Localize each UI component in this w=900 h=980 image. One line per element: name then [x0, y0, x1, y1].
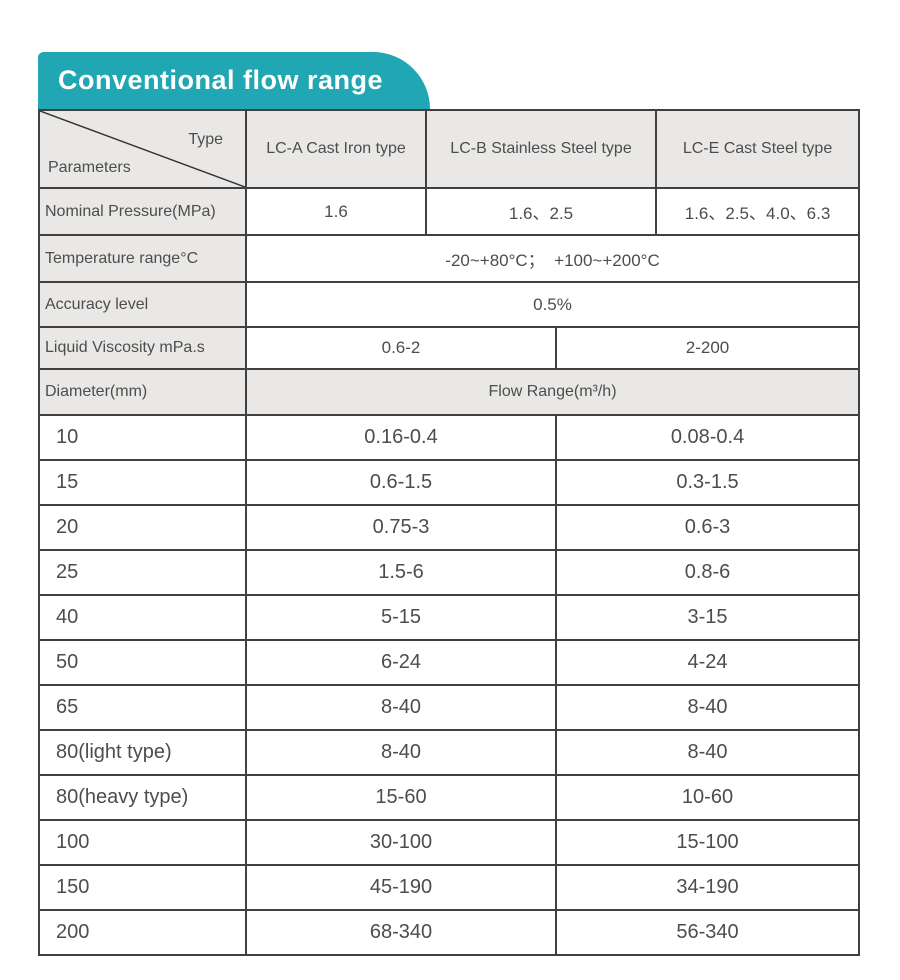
diameter-value: 10	[38, 414, 247, 461]
table-row: 20 0.75-3 0.6-3	[38, 504, 861, 551]
diameter-value: 200	[38, 909, 247, 956]
flow-range-low-viscosity: 68-340	[245, 909, 557, 956]
flow-range-high-viscosity: 34-190	[554, 864, 861, 911]
flow-range-high-viscosity: 0.08-0.4	[554, 414, 861, 461]
corner-cell: Type Parameters	[38, 109, 247, 189]
table-row: 150 45-190 34-190	[38, 864, 861, 911]
column-header-lca: LC-A Cast Iron type	[245, 109, 427, 189]
diameter-value: 150	[38, 864, 247, 911]
diameter-value: 20	[38, 504, 247, 551]
flow-range-low-viscosity: 0.75-3	[245, 504, 557, 551]
flow-range-high-viscosity: 56-340	[554, 909, 861, 956]
temperature-value: -20~+80°C； +100~+200°C	[244, 234, 861, 283]
param-label-diameter: Diameter(mm)	[38, 368, 247, 416]
nominal-pressure-lcb: 1.6、2.5	[424, 187, 658, 236]
param-label-temperature: Temperature range°C	[38, 234, 247, 283]
flow-range-table: Type Parameters LC-A Cast Iron type LC-B…	[38, 109, 861, 956]
table-row: 50 6-24 4-24	[38, 639, 861, 686]
section-title: Conventional flow range	[58, 65, 384, 95]
table-row: 100 30-100 15-100	[38, 819, 861, 866]
section-title-banner: Conventional flow range	[38, 52, 430, 109]
flow-range-low-viscosity: 30-100	[245, 819, 557, 866]
flow-range-high-viscosity: 0.6-3	[554, 504, 861, 551]
flow-range-low-viscosity: 0.16-0.4	[245, 414, 557, 461]
param-label-viscosity: Liquid Viscosity mPa.s	[38, 326, 247, 370]
param-label-nominal-pressure: Nominal Pressure(MPa)	[38, 187, 247, 236]
table-row: 15 0.6-1.5 0.3-1.5	[38, 459, 861, 506]
flow-range-high-viscosity: 8-40	[554, 684, 861, 731]
flow-range-low-viscosity: 15-60	[245, 774, 557, 821]
flow-range-low-viscosity: 45-190	[245, 864, 557, 911]
viscosity-low-value: 0.6-2	[245, 326, 557, 370]
diameter-value: 65	[38, 684, 247, 731]
column-header-lcb: LC-B Stainless Steel type	[424, 109, 658, 189]
table-row: 10 0.16-0.4 0.08-0.4	[38, 414, 861, 461]
temperature-row: Temperature range°C -20~+80°C； +100~+200…	[38, 234, 861, 283]
diameter-value: 80(light type)	[38, 729, 247, 776]
diameter-value: 100	[38, 819, 247, 866]
diameter-value: 40	[38, 594, 247, 641]
diameter-value: 80(heavy type)	[38, 774, 247, 821]
flow-range-low-viscosity: 8-40	[245, 729, 557, 776]
corner-type-label: Type	[188, 131, 223, 148]
table-row: 80(heavy type) 15-60 10-60	[38, 774, 861, 821]
diameter-value: 25	[38, 549, 247, 596]
viscosity-row: Liquid Viscosity mPa.s 0.6-2 2-200	[38, 326, 861, 370]
flow-range-low-viscosity: 0.6-1.5	[245, 459, 557, 506]
table-row: 200 68-340 56-340	[38, 909, 861, 956]
flow-range-low-viscosity: 5-15	[245, 594, 557, 641]
header-row: Type Parameters LC-A Cast Iron type LC-B…	[38, 109, 861, 189]
accuracy-value: 0.5%	[244, 281, 861, 328]
accuracy-row: Accuracy level 0.5%	[38, 281, 861, 328]
flow-range-high-viscosity: 0.3-1.5	[554, 459, 861, 506]
table-row: 80(light type) 8-40 8-40	[38, 729, 861, 776]
viscosity-high-value: 2-200	[554, 326, 861, 370]
nominal-pressure-lca: 1.6	[245, 187, 427, 236]
flow-range-high-viscosity: 15-100	[554, 819, 861, 866]
flow-range-header: Flow Range(m³/h)	[244, 368, 861, 416]
flow-range-low-viscosity: 8-40	[245, 684, 557, 731]
flow-range-high-viscosity: 3-15	[554, 594, 861, 641]
diagonal-divider-line	[41, 112, 244, 186]
flow-range-low-viscosity: 1.5-6	[245, 549, 557, 596]
diameter-value: 50	[38, 639, 247, 686]
flow-range-high-viscosity: 8-40	[554, 729, 861, 776]
flow-range-low-viscosity: 6-24	[245, 639, 557, 686]
column-header-lce: LC-E Cast Steel type	[655, 109, 861, 189]
flow-range-high-viscosity: 10-60	[554, 774, 861, 821]
corner-parameters-label: Parameters	[48, 159, 131, 176]
nominal-pressure-lce: 1.6、2.5、4.0、6.3	[655, 187, 861, 236]
table-row: 65 8-40 8-40	[38, 684, 861, 731]
table-row: 40 5-15 3-15	[38, 594, 861, 641]
diameter-header-row: Diameter(mm) Flow Range(m³/h)	[38, 368, 861, 416]
flow-range-high-viscosity: 4-24	[554, 639, 861, 686]
table-row: 25 1.5-6 0.8-6	[38, 549, 861, 596]
nominal-pressure-row: Nominal Pressure(MPa) 1.6 1.6、2.5 1.6、2.…	[38, 187, 861, 236]
flow-range-high-viscosity: 0.8-6	[554, 549, 861, 596]
param-label-accuracy: Accuracy level	[38, 281, 247, 328]
diameter-value: 15	[38, 459, 247, 506]
